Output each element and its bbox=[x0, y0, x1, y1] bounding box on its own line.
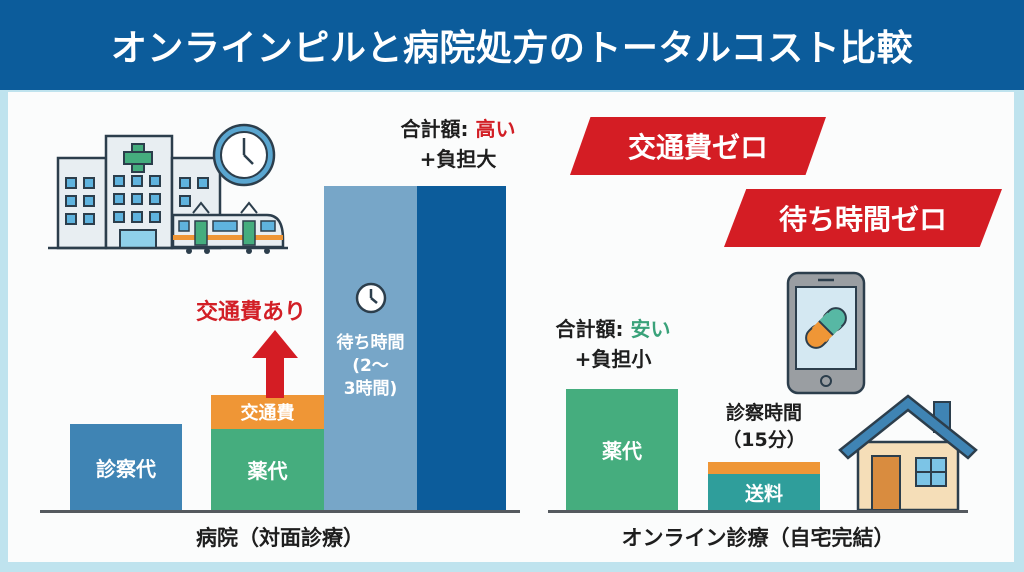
total-value: 高い bbox=[475, 117, 516, 141]
bar-label: 送料 bbox=[744, 482, 783, 505]
bar-wait-time bbox=[324, 186, 417, 510]
bar-medicine-fee: 薬代 bbox=[211, 429, 324, 510]
train-icon bbox=[171, 201, 285, 254]
hospital-burden: +負担大 bbox=[419, 147, 497, 171]
banner-no-wait: 待ち時間ゼロ bbox=[724, 189, 1002, 247]
hospital-total-line: 合計額: 高い bbox=[378, 114, 538, 144]
smartphone-pill-icon bbox=[786, 271, 866, 395]
bar-label: 交通費 bbox=[240, 403, 295, 424]
online-burden: +負担小 bbox=[574, 347, 652, 371]
wait-line-2: (2〜 bbox=[352, 356, 389, 376]
consult-time-line-2: （15分） bbox=[722, 429, 806, 451]
online-total-label: 合計額: 安い +負担小 bbox=[543, 314, 683, 374]
house-icon bbox=[838, 394, 978, 512]
wait-time-label: 待ち時間 (2〜 3時間) bbox=[324, 332, 417, 401]
bar-label: 薬代 bbox=[247, 459, 288, 483]
hospital-group-label: 病院（対面診療） bbox=[196, 526, 364, 550]
total-prefix: 合計額: bbox=[555, 317, 631, 341]
bar-online-consult bbox=[708, 462, 820, 474]
bar-transport-fee: 交通費 bbox=[211, 395, 324, 429]
title-bar: オンラインピルと病院処方のトータルコスト比較 bbox=[0, 0, 1024, 90]
wait-line-3: 3時間) bbox=[343, 379, 398, 399]
consult-time-label: 診察時間 （15分） bbox=[688, 400, 840, 454]
consult-time-line-1: 診察時間 bbox=[725, 402, 802, 424]
comparison-panel: 診察代 交通費 薬代 交通費あり 待ち時間 (2〜 3時間) 合計額: 高い +… bbox=[8, 92, 1014, 562]
transport-callout: 交通費あり bbox=[195, 300, 306, 325]
clock-icon bbox=[212, 123, 276, 187]
page-title: オンラインピルと病院処方のトータルコスト比較 bbox=[110, 28, 914, 69]
online-group-label: オンライン診療（自宅完結） bbox=[621, 526, 895, 550]
hospital-icon bbox=[48, 134, 288, 250]
online-baseline bbox=[548, 510, 968, 513]
total-value: 安い bbox=[630, 317, 671, 341]
banner-label: 交通費ゼロ bbox=[627, 131, 768, 164]
banner-no-transport: 交通費ゼロ bbox=[570, 117, 826, 175]
bar-shipping: 送料 bbox=[708, 474, 820, 510]
banner-label: 待ち時間ゼロ bbox=[778, 203, 947, 236]
up-arrow-icon bbox=[252, 330, 298, 398]
hospital-baseline bbox=[40, 510, 520, 513]
bar-label: 診察代 bbox=[96, 456, 156, 481]
bar-online-medicine: 薬代 bbox=[566, 389, 678, 510]
bar-total-hospital bbox=[417, 186, 506, 510]
total-prefix: 合計額: bbox=[400, 117, 476, 141]
online-total-line: 合計額: 安い bbox=[543, 314, 683, 344]
bar-label: 薬代 bbox=[602, 439, 642, 463]
bar-consult-fee: 診察代 bbox=[70, 424, 182, 510]
wait-clock-icon bbox=[355, 282, 387, 314]
hospital-total-label: 合計額: 高い +負担大 bbox=[378, 114, 538, 174]
wait-line-1: 待ち時間 bbox=[336, 333, 405, 353]
